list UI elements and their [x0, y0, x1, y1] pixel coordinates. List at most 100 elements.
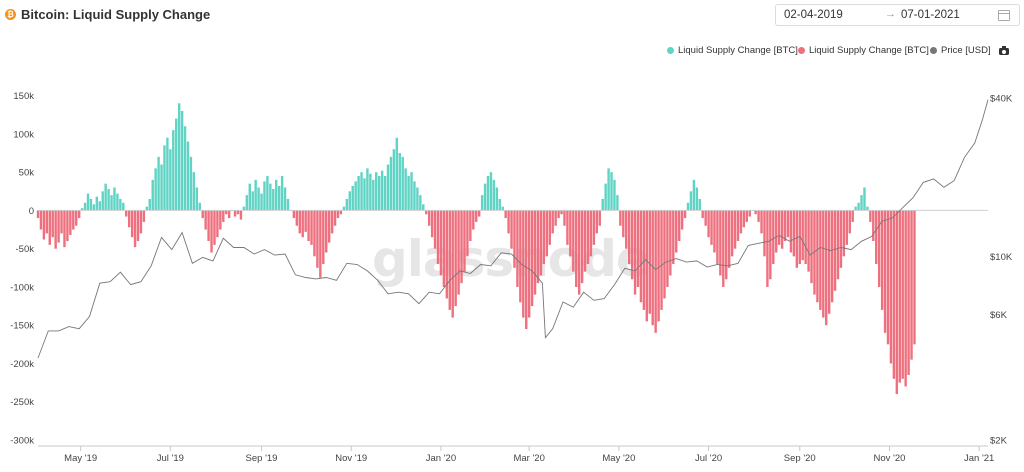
supply-bar: [569, 210, 572, 257]
supply-bar: [627, 210, 631, 264]
supply-bar: [842, 210, 846, 257]
supply-bar: [410, 172, 413, 211]
supply-bar: [257, 187, 260, 211]
supply-bar: [883, 210, 887, 333]
supply-bar: [213, 210, 216, 245]
supply-bar: [439, 210, 443, 276]
supply-bar: [622, 210, 625, 238]
supply-bar: [801, 210, 804, 261]
supply-bar: [66, 210, 69, 242]
supply-bar: [483, 183, 487, 211]
supply-bar: [369, 173, 372, 211]
supply-bar: [736, 210, 740, 242]
supply-bar: [492, 179, 496, 211]
camera-icon[interactable]: [999, 46, 1009, 55]
supply-bar: [860, 195, 863, 211]
supply-bar: [630, 210, 634, 280]
supply-bar: [572, 210, 575, 272]
y-left-tick-label: -100k: [10, 282, 34, 293]
date-to-input[interactable]: 07-01-2021: [901, 9, 960, 21]
supply-bar: [298, 210, 301, 234]
supply-bar: [116, 193, 119, 211]
supply-bar: [775, 210, 778, 253]
supply-bar: [713, 210, 716, 253]
supply-bar: [672, 210, 675, 264]
supply-bar: [807, 210, 810, 272]
supply-bar: [354, 181, 357, 211]
supply-bar: [286, 198, 290, 211]
supply-bar: [342, 206, 346, 211]
supply-bar: [727, 210, 731, 268]
supply-bar: [875, 210, 878, 264]
supply-bar: [663, 210, 666, 299]
supply-bar: [692, 179, 696, 211]
supply-bar: [39, 210, 43, 230]
supply-bar: [904, 210, 907, 387]
supply-bar: [248, 183, 251, 211]
supply-bar: [186, 141, 190, 211]
supply-bar: [180, 110, 184, 211]
supply-bar: [157, 156, 160, 211]
supply-bar: [610, 172, 613, 211]
supply-bar: [360, 172, 363, 211]
supply-bar: [833, 210, 837, 291]
legend-item-price[interactable]: Price [USD]: [930, 45, 991, 56]
supply-bar: [275, 179, 278, 211]
y-right-tick-label: $6K: [990, 310, 1008, 321]
supply-bar: [536, 210, 540, 284]
x-tick-label: Nov '20: [874, 453, 906, 464]
supply-bar: [510, 210, 513, 249]
y-right-tick-label: $2K: [990, 436, 1008, 447]
supply-bar: [598, 210, 601, 226]
supply-bar: [448, 210, 451, 310]
supply-bar: [283, 187, 287, 211]
supply-bar: [616, 195, 619, 211]
supply-bar: [472, 210, 475, 230]
supply-bar: [269, 183, 272, 211]
supply-bar: [477, 210, 481, 217]
supply-bar: [739, 210, 743, 234]
supply-bar: [716, 210, 719, 264]
supply-bar: [633, 210, 637, 295]
date-from-input[interactable]: 02-04-2019: [784, 9, 843, 21]
supply-bar: [330, 210, 334, 234]
supply-bar: [383, 176, 387, 211]
supply-bar: [857, 202, 860, 211]
supply-bar: [254, 179, 257, 211]
date-range-picker[interactable]: 02-04-2019 → 07-01-2021: [775, 4, 1020, 26]
supply-bar: [901, 210, 904, 379]
arrow-right-icon: →: [885, 8, 896, 20]
supply-bar: [127, 210, 131, 228]
supply-bar: [701, 210, 704, 219]
supply-bar: [686, 202, 690, 211]
supply-bar: [551, 210, 554, 234]
supply-bar: [525, 210, 528, 330]
supply-bar: [754, 210, 757, 215]
supply-bar: [889, 210, 893, 364]
supply-bar: [475, 210, 478, 222]
supply-bar: [722, 210, 725, 287]
supply-bar: [313, 210, 316, 257]
supply-bar: [513, 210, 516, 268]
supply-bar: [827, 210, 831, 314]
supply-bar: [422, 204, 425, 211]
supply-bar: [216, 210, 219, 238]
supply-bar: [533, 210, 537, 295]
supply-bar: [163, 145, 166, 211]
supply-bar: [104, 183, 107, 211]
supply-bar: [780, 210, 784, 249]
supply-bar: [345, 198, 349, 211]
supply-bar: [607, 168, 610, 211]
supply-bar: [219, 210, 222, 230]
supply-bar: [877, 210, 881, 287]
supply-bar: [460, 210, 463, 284]
supply-bar: [504, 210, 507, 219]
legend-item-supply-negative[interactable]: Liquid Supply Change [BTC]: [798, 45, 929, 56]
supply-bar: [648, 210, 651, 314]
supply-bar: [201, 210, 204, 219]
y-left-tick-label: -200k: [10, 359, 34, 370]
legend-item-supply-positive[interactable]: Liquid Supply Change [BTC]: [667, 45, 798, 56]
supply-bar: [351, 185, 354, 211]
calendar-icon[interactable]: [998, 10, 1010, 21]
supply-bar: [60, 210, 63, 234]
